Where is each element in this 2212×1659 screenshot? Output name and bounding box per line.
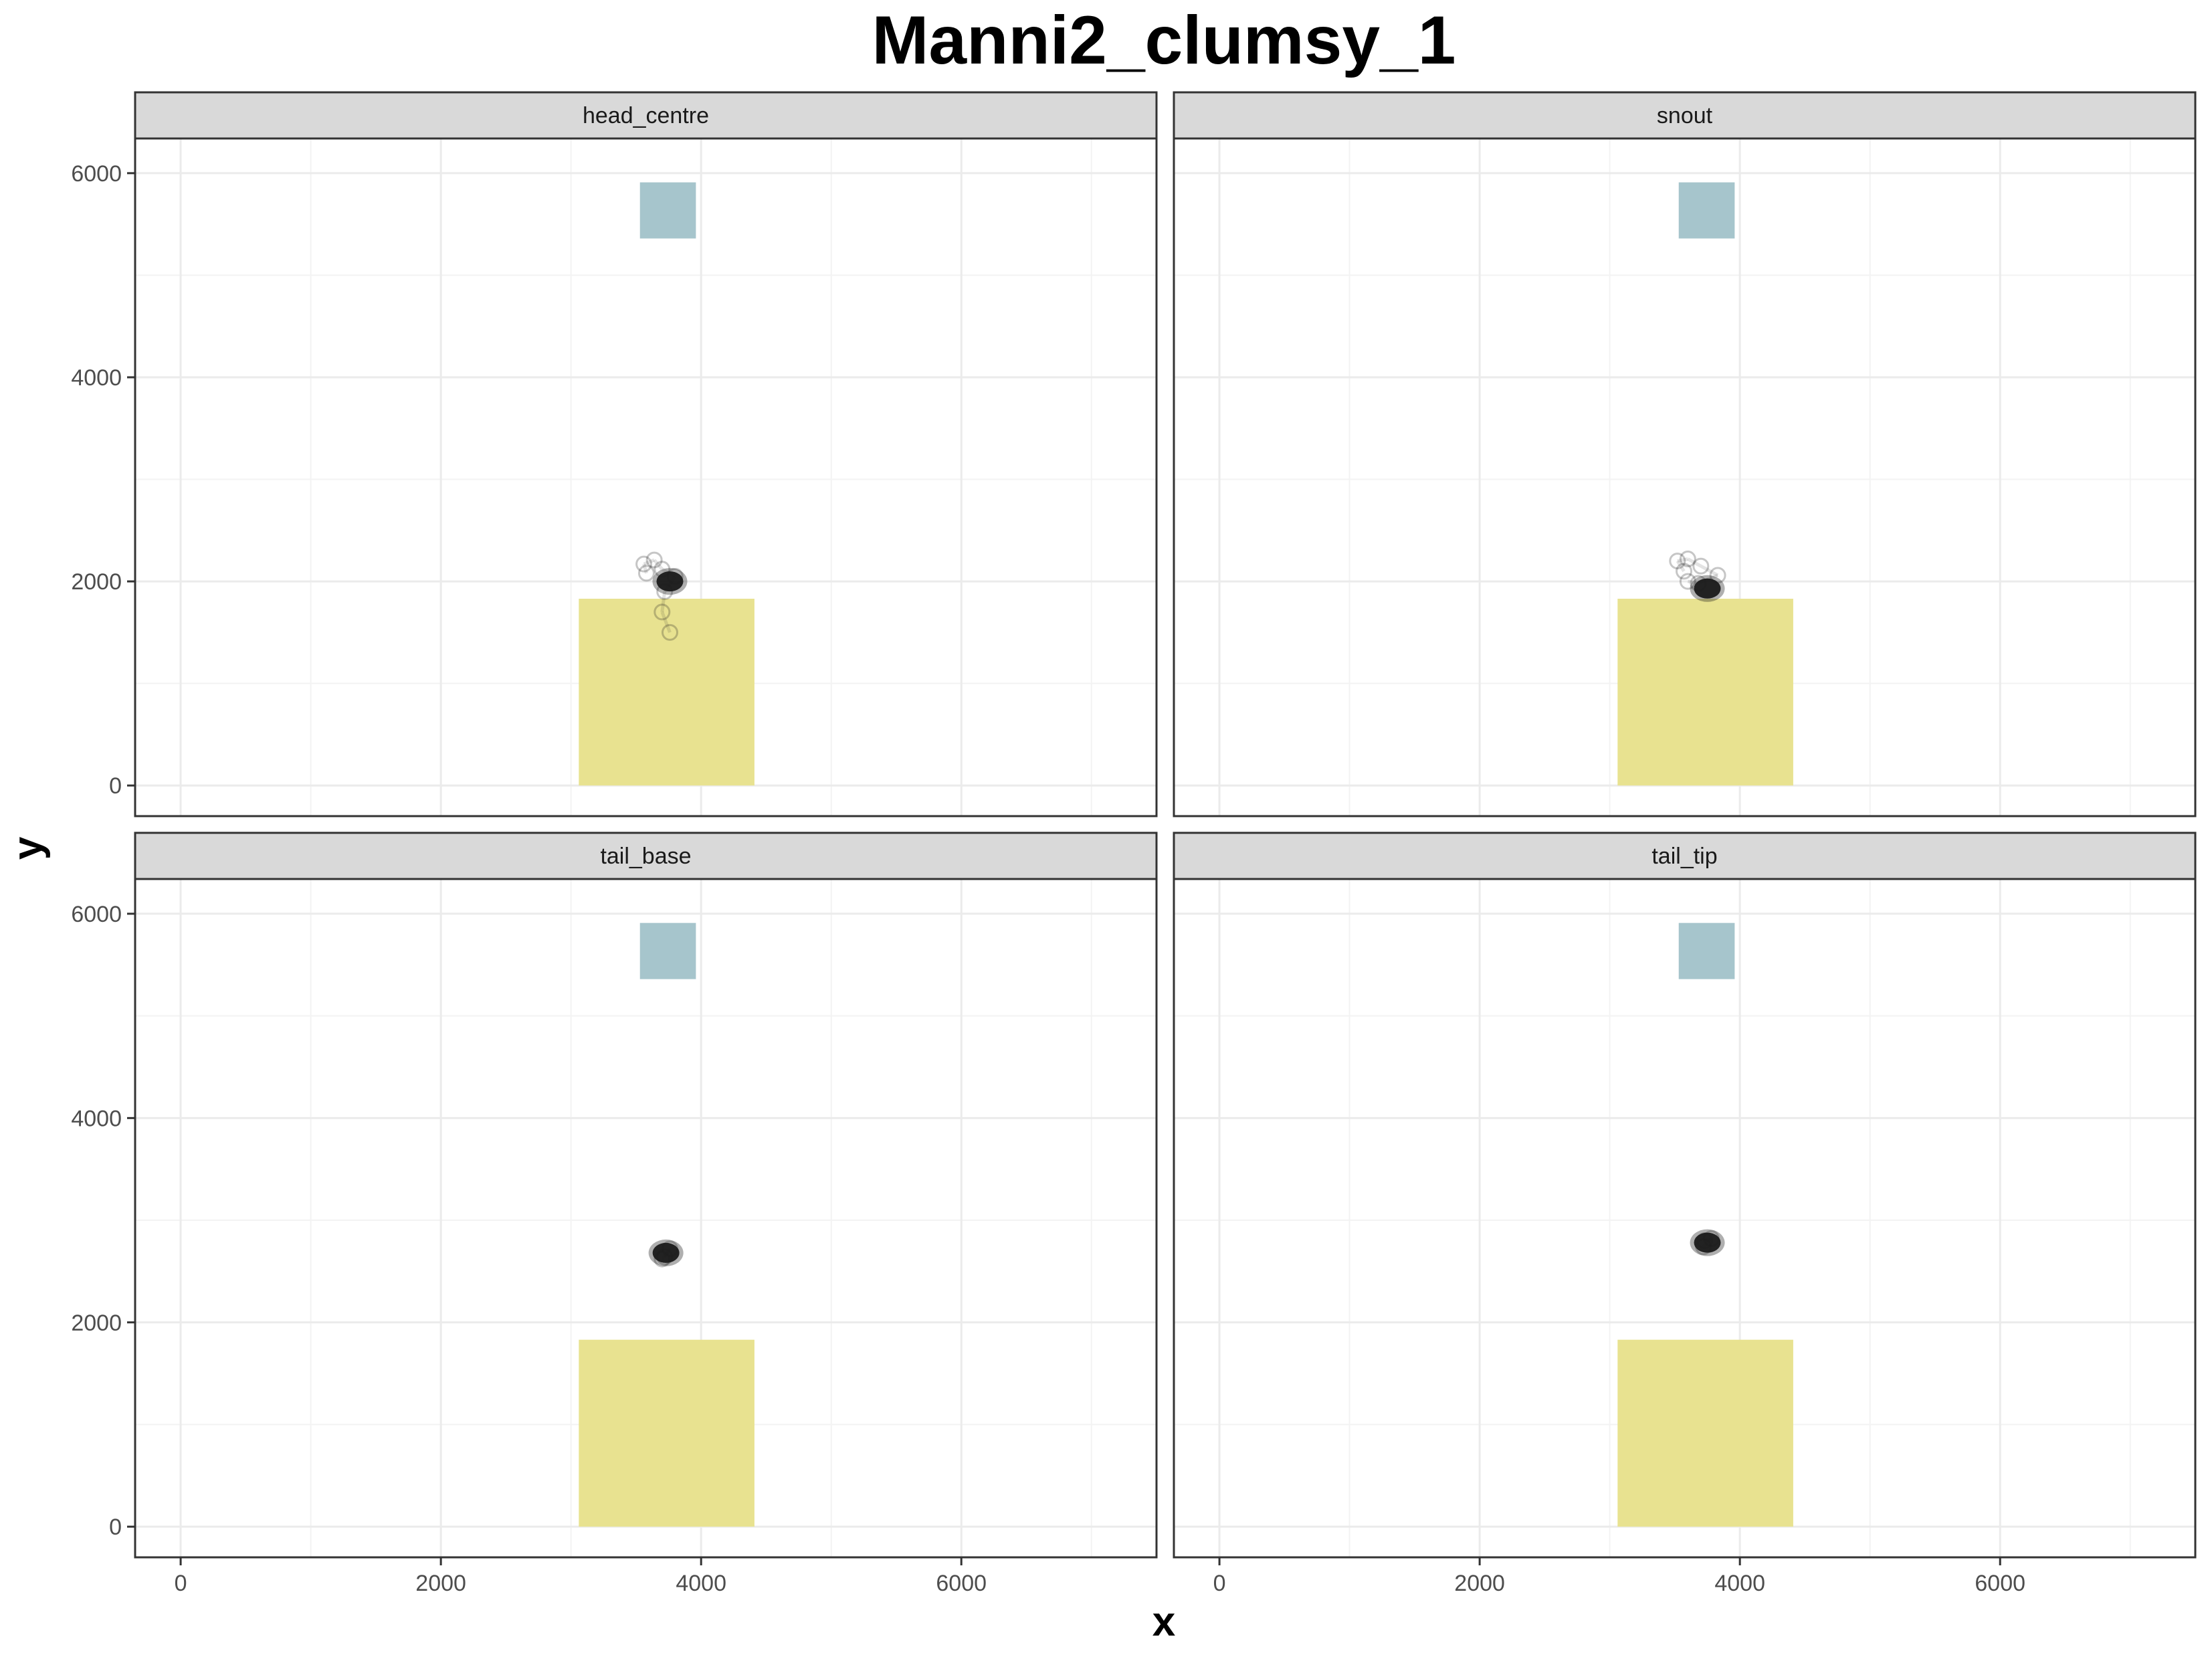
y-tick-label: 6000 [71,161,122,187]
x-tick-label: 4000 [676,1571,726,1596]
y-axis-label: y [5,836,51,860]
x-tick-label: 4000 [1714,1571,1765,1596]
facet-strip [134,832,1158,880]
x-tick-label: 2000 [415,1571,466,1596]
cluster-point [652,1242,680,1263]
panel-tail-base: tail_base 0 2000 4000 6000 0 2000 4000 6000 [71,832,1158,1596]
cluster-point [1694,1232,1721,1253]
zone-bottom [1617,599,1793,786]
cluster-point [656,571,684,592]
panel-tail-tip: tail_tip 0 2000 4000 6000 [1173,832,2197,1596]
trail-segment [660,591,667,613]
x-tick-label: 6000 [1975,1571,2025,1596]
trail-point [1679,551,1696,568]
trail-point [1692,557,1710,575]
facet-strip [134,91,1158,140]
x-tick-label: 2000 [1454,1571,1505,1596]
zone-bottom [579,599,755,786]
panel-head-centre: head_centre 0 2000 4000 6000 [71,91,1158,817]
trail-segment [1687,557,1702,568]
x-axis-label: x [1152,1599,1176,1645]
trail-segment [643,558,656,566]
zone-top [1678,182,1735,239]
zone-bottom [579,1339,755,1527]
trail-segment [1676,560,1686,573]
trail-point [653,603,671,621]
panel-snout: snout [1173,91,2197,817]
trail-segment [1677,557,1688,563]
x-tick-label: 0 [175,1571,187,1596]
facet-strip-label: snout [1657,103,1713,128]
y-tick-label: 2000 [71,1310,122,1336]
zone-top [639,922,696,979]
facet-strip-label: head_centre [583,103,709,128]
facet-strip-label: tail_tip [1651,844,1717,869]
trail-point [1679,573,1696,590]
y-tick-label: 0 [109,773,122,799]
facet-strip [1173,91,2197,140]
zone-top [639,182,696,239]
y-tick-label: 6000 [71,902,122,927]
chart-title: Manni2_clumsy_1 [872,2,1455,78]
facet-panels: head_centre 0 2000 4000 6000 snout tail_base 0 2… [71,91,2197,1596]
cluster-point [1694,578,1721,599]
trail-segment [660,611,672,633]
x-tick-label: 6000 [936,1571,987,1596]
zone-top [1678,922,1735,979]
x-tick-label: 0 [1213,1571,1226,1596]
trail-segment [642,563,648,574]
y-tick-label: 4000 [71,365,122,391]
trail-segment [653,559,664,571]
trail-point [637,565,655,582]
facet-strip [1173,832,2197,880]
trail-point [661,623,678,641]
trail-point [635,555,653,573]
y-tick-label: 4000 [71,1106,122,1131]
zone-bottom [1617,1339,1793,1527]
trail-point [645,551,663,569]
y-tick-label: 0 [109,1515,122,1540]
y-tick-label: 2000 [71,569,122,595]
trail-segment [1700,565,1719,577]
trail-point [1676,563,1693,580]
facet-strip-label: tail_base [600,844,691,869]
trail-point [1669,553,1686,570]
